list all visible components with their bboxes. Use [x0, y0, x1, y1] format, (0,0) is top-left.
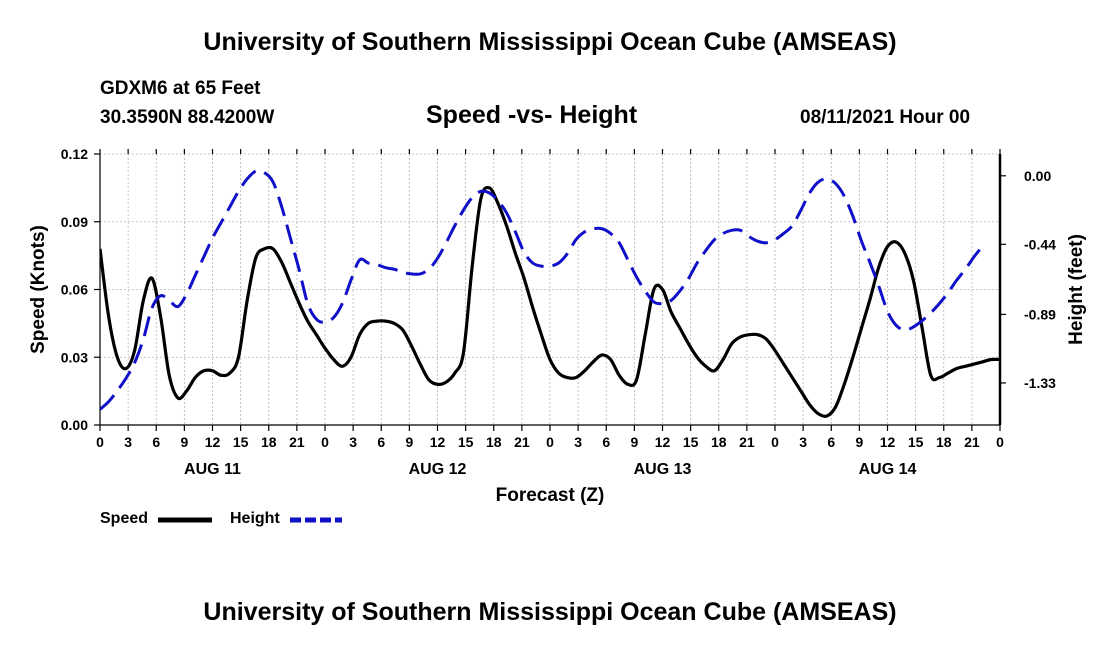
- y-right-tick-label: -0.44: [1024, 236, 1056, 252]
- x-tick-label: 0: [96, 434, 104, 450]
- legend-speed-line: [158, 517, 212, 523]
- x-tick-label: 15: [683, 434, 699, 450]
- y-left-tick-label: 0.12: [61, 146, 88, 162]
- x-tick-label: 0: [771, 434, 779, 450]
- x-tick-label: 21: [739, 434, 755, 450]
- x-tick-label: 12: [430, 434, 446, 450]
- day-label: AUG 11: [184, 461, 241, 478]
- x-tick-label: 12: [655, 434, 671, 450]
- page-title-bottom: University of Southern Mississippi Ocean…: [203, 598, 897, 626]
- series-line-speed: [100, 185, 1000, 418]
- x-tick-label: 18: [261, 434, 277, 450]
- y-right-tick-label: -1.33: [1024, 375, 1056, 391]
- series-layer: [100, 169, 1000, 418]
- run-time-label: 08/11/2021 Hour 00: [800, 107, 971, 128]
- y-left-tick-label: 0.06: [61, 282, 88, 298]
- legend-height-line: [290, 517, 342, 523]
- x-tick-label: 0: [546, 434, 554, 450]
- series-line-height: [100, 169, 984, 411]
- legend-height-label: Height: [230, 510, 280, 527]
- chart-title: Speed -vs- Height: [426, 101, 638, 129]
- x-tick-label: 6: [827, 434, 835, 450]
- day-label: AUG 13: [634, 461, 692, 478]
- x-tick-label: 3: [349, 434, 357, 450]
- legend-speed-label: Speed: [100, 510, 149, 527]
- x-tick-label: 18: [711, 434, 727, 450]
- y-right-axis-title: Height (feet): [1066, 234, 1087, 345]
- x-tick-label: 0: [996, 434, 1004, 450]
- station-label: GDXM6 at 65 Feet: [100, 78, 261, 99]
- x-tick-label: 9: [630, 434, 638, 450]
- x-tick-label: 12: [205, 434, 221, 450]
- x-tick-label: 18: [936, 434, 952, 450]
- x-tick-label: 15: [233, 434, 249, 450]
- x-tick-label: 15: [458, 434, 474, 450]
- page-title-top: University of Southern Mississippi Ocean…: [203, 28, 897, 56]
- day-label: AUG 14: [859, 461, 917, 478]
- x-tick-label: 9: [855, 434, 863, 450]
- x-tick-label: 3: [124, 434, 132, 450]
- x-tick-label: 21: [514, 434, 530, 450]
- x-tick-label: 3: [799, 434, 807, 450]
- day-label: AUG 12: [409, 461, 467, 478]
- x-tick-label: 3: [574, 434, 582, 450]
- y-right-tick-label: -0.89: [1024, 306, 1056, 322]
- y-left-tick-label: 0.03: [61, 349, 88, 365]
- x-tick-label: 21: [964, 434, 980, 450]
- x-tick-label: 21: [289, 434, 305, 450]
- x-tick-label: 12: [880, 434, 896, 450]
- labels-layer: 0 3 6 9 12 15 18 21 0 3 6 9 12 15 18 21 0 3 6 9 12 15 18 21 0 3 6 9…: [28, 146, 1087, 506]
- axes-layer: [94, 149, 1006, 431]
- x-axis-title: Forecast (Z): [496, 485, 605, 506]
- x-tick-label: 6: [602, 434, 610, 450]
- y-left-axis-title: Speed (Knots): [28, 225, 49, 354]
- x-tick-label: 0: [321, 434, 329, 450]
- location-label: 30.3590N 88.4200W: [100, 107, 275, 128]
- x-tick-label: 9: [180, 434, 188, 450]
- x-tick-label: 6: [152, 434, 160, 450]
- x-tick-label: 6: [377, 434, 385, 450]
- y-right-tick-label: 0.00: [1024, 168, 1051, 184]
- x-tick-label: 9: [405, 434, 413, 450]
- x-tick-label: 15: [908, 434, 924, 450]
- y-left-tick-label: 0.09: [61, 214, 88, 230]
- y-left-tick-label: 0.00: [61, 417, 88, 433]
- x-tick-label: 18: [486, 434, 502, 450]
